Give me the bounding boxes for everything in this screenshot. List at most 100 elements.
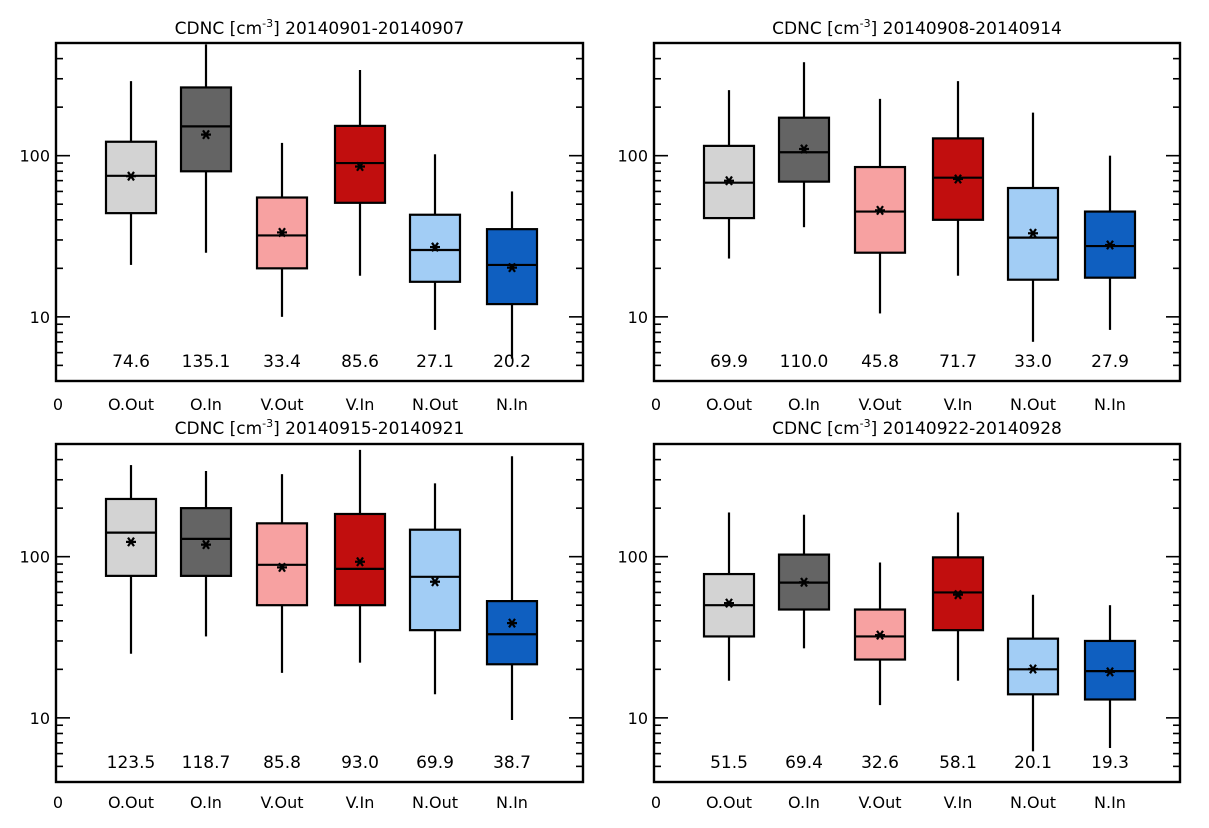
mean-marker bbox=[1028, 664, 1038, 674]
plot-frame bbox=[54, 442, 585, 784]
mean-value-label: 51.5 bbox=[710, 753, 748, 773]
iqr-box bbox=[179, 507, 233, 577]
box-v-out bbox=[853, 562, 907, 706]
chart-title: CDNC [cm-3] 20140915-20140921 bbox=[175, 417, 465, 439]
mean-value-label: 33.0 bbox=[1014, 352, 1052, 372]
box-v-out bbox=[255, 474, 309, 673]
mean-value-label: 69.9 bbox=[416, 753, 454, 773]
mean-marker bbox=[507, 618, 517, 629]
x-category-label: V.Out bbox=[261, 793, 304, 812]
x-zero-label: 0 bbox=[651, 793, 661, 812]
box-o-out bbox=[104, 81, 158, 265]
mean-marker-stroke bbox=[278, 227, 286, 238]
box-v-out bbox=[255, 142, 309, 317]
chart-title: CDNC [cm-3] 20140901-20140907 bbox=[175, 17, 465, 39]
x-category-label: V.In bbox=[346, 395, 375, 414]
iqr-box bbox=[104, 497, 158, 577]
panel-1: CDNC [cm-3] 20140901-20140907 10 100 74.6 O.… bbox=[19, 17, 585, 414]
mean-marker bbox=[1105, 666, 1115, 677]
mean-marker-stroke bbox=[127, 171, 135, 182]
box-o-in bbox=[777, 62, 831, 228]
box-v-in bbox=[931, 512, 985, 681]
mean-value-label: 20.1 bbox=[1014, 753, 1052, 773]
mean-value-label: 93.0 bbox=[341, 753, 379, 773]
mean-value-label: 19.3 bbox=[1091, 753, 1129, 773]
box-v-in bbox=[333, 449, 387, 663]
mean-marker bbox=[875, 205, 885, 216]
mean-marker bbox=[277, 562, 287, 573]
panel-3: CDNC [cm-3] 20140915-20140921 10 100 123.5 O… bbox=[19, 417, 585, 812]
x-category-label: N.Out bbox=[412, 395, 458, 414]
panel-2: CDNC [cm-3] 20140908-20140914 10 100 69.9 O.… bbox=[617, 17, 1182, 414]
box-n-in bbox=[485, 191, 539, 359]
iqr-box bbox=[333, 124, 387, 204]
x-zero-label: 0 bbox=[53, 793, 63, 812]
y-tick-label: 100 bbox=[19, 147, 50, 166]
y-tick-label: 100 bbox=[617, 147, 648, 166]
x-category-label: O.In bbox=[788, 395, 820, 414]
mean-marker bbox=[1028, 228, 1038, 239]
box-o-in bbox=[179, 44, 233, 253]
box-n-out bbox=[408, 154, 462, 330]
mean-marker-stroke bbox=[876, 630, 884, 641]
x-category-label: O.In bbox=[190, 793, 222, 812]
x-category-label: O.Out bbox=[108, 395, 154, 414]
box-v-in bbox=[931, 81, 985, 276]
panel-4: CDNC [cm-3] 20140922-20140928 10 100 51.5 O.… bbox=[617, 417, 1182, 812]
mean-marker-stroke bbox=[954, 174, 962, 184]
x-zero-label: 0 bbox=[651, 395, 661, 414]
mean-marker-stroke bbox=[800, 144, 808, 154]
mean-value-label: 27.9 bbox=[1091, 352, 1129, 372]
mean-marker bbox=[724, 175, 734, 186]
box-n-out bbox=[408, 483, 462, 695]
iqr-box bbox=[485, 600, 539, 666]
mean-marker bbox=[953, 174, 963, 184]
mean-marker bbox=[126, 537, 136, 547]
mean-marker-stroke bbox=[356, 161, 364, 172]
mean-marker bbox=[799, 144, 809, 154]
mean-value-label: 74.6 bbox=[112, 352, 150, 372]
mean-marker bbox=[355, 161, 365, 172]
mean-marker-stroke bbox=[954, 589, 962, 600]
mean-marker-stroke bbox=[202, 539, 210, 550]
x-category-label: N.In bbox=[1094, 395, 1126, 414]
x-category-label: N.Out bbox=[1010, 395, 1056, 414]
plot-frame bbox=[652, 442, 1182, 784]
box-n-out bbox=[1006, 112, 1060, 342]
x-category-label: V.In bbox=[944, 793, 973, 812]
chart-title: CDNC [cm-3] 20140922-20140928 bbox=[772, 417, 1062, 439]
x-category-label: O.In bbox=[190, 395, 222, 414]
y-tick-label: 100 bbox=[19, 548, 50, 567]
mean-marker bbox=[126, 171, 136, 182]
mean-value-label: 85.6 bbox=[341, 352, 379, 372]
mean-marker bbox=[355, 556, 365, 567]
iqr-box bbox=[1006, 637, 1060, 696]
mean-marker bbox=[724, 598, 734, 609]
mean-value-label: 20.2 bbox=[493, 352, 531, 372]
mean-marker-stroke bbox=[1029, 228, 1037, 239]
mean-marker bbox=[430, 242, 440, 252]
mean-marker-stroke bbox=[508, 618, 516, 629]
x-category-label: O.Out bbox=[706, 793, 752, 812]
mean-value-label: 38.7 bbox=[493, 753, 531, 773]
y-tick-label: 10 bbox=[30, 308, 50, 327]
mean-marker bbox=[953, 589, 963, 600]
mean-value-label: 135.1 bbox=[182, 352, 231, 372]
mean-value-label: 58.1 bbox=[939, 753, 977, 773]
x-category-label: N.Out bbox=[412, 793, 458, 812]
mean-marker bbox=[201, 539, 211, 550]
x-category-label: O.Out bbox=[706, 395, 752, 414]
mean-marker-stroke bbox=[800, 577, 808, 588]
mean-marker-stroke bbox=[508, 262, 516, 273]
mean-value-label: 69.4 bbox=[785, 753, 823, 773]
x-category-label: N.In bbox=[496, 793, 528, 812]
y-tick-label: 10 bbox=[628, 709, 648, 728]
mean-value-label: 69.9 bbox=[710, 352, 748, 372]
chart-title: CDNC [cm-3] 20140908-20140914 bbox=[772, 17, 1062, 39]
mean-marker-stroke bbox=[202, 129, 210, 140]
x-category-label: O.Out bbox=[108, 793, 154, 812]
x-category-label: V.Out bbox=[859, 395, 902, 414]
mean-value-label: 45.8 bbox=[861, 352, 899, 372]
box-n-in bbox=[485, 456, 539, 720]
